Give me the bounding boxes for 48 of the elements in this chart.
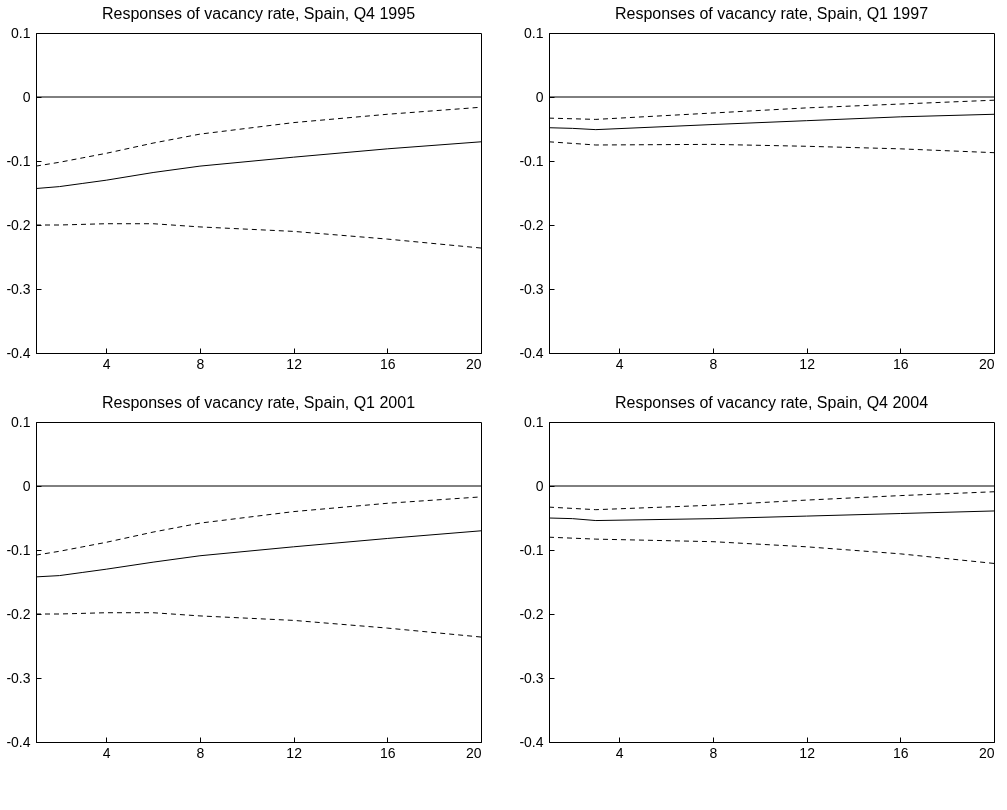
x-tick-label: 8 <box>196 744 205 761</box>
x-tick-label: 8 <box>709 744 718 761</box>
y-tick-label: -0.2 <box>519 605 544 622</box>
y-tick-label: 0.1 <box>11 24 31 41</box>
y-tick-label: 0.1 <box>524 413 544 430</box>
x-tick-label: 12 <box>799 355 816 372</box>
y-tick-label: -0.2 <box>6 216 31 233</box>
x-tick-label: 20 <box>465 355 482 372</box>
x-tick-label: 16 <box>893 744 909 761</box>
chart-title: Responses of vacancy rate, Spain, Q1 2001 <box>101 394 416 411</box>
y-tick-label: 0 <box>22 88 31 105</box>
x-tick-label: 16 <box>893 355 909 372</box>
x-tick-label: 8 <box>196 355 205 372</box>
y-tick-label: 0 <box>535 88 544 105</box>
x-tick-label: 4 <box>615 744 624 761</box>
x-tick-label: 8 <box>709 355 718 372</box>
chart-title: Responses of vacancy rate, Spain, Q4 1995 <box>101 5 416 22</box>
y-tick-label: -0.1 <box>519 152 544 169</box>
y-tick-label: -0.2 <box>6 605 31 622</box>
y-tick-label: -0.4 <box>6 344 31 361</box>
y-tick-label: 0 <box>535 477 544 494</box>
y-tick-label: -0.3 <box>519 669 544 686</box>
y-tick-label: -0.4 <box>6 733 31 750</box>
x-tick-label: 4 <box>102 355 111 372</box>
y-tick-label: -0.1 <box>6 541 31 558</box>
y-tick-label: -0.3 <box>519 280 544 297</box>
x-tick-label: 12 <box>799 744 816 761</box>
x-tick-label: 4 <box>102 744 111 761</box>
y-tick-label: -0.3 <box>6 280 31 297</box>
x-tick-label: 12 <box>286 355 303 372</box>
x-tick-label: 12 <box>286 744 303 761</box>
y-tick-label: -0.1 <box>519 541 544 558</box>
y-tick-label: -0.2 <box>519 216 544 233</box>
x-tick-label: 20 <box>978 355 995 372</box>
x-tick-label: 16 <box>380 744 396 761</box>
x-tick-label: 16 <box>380 355 396 372</box>
y-tick-label: 0 <box>22 477 31 494</box>
x-tick-label: 20 <box>978 744 995 761</box>
chart-title: Responses of vacancy rate, Spain, Q1 1997 <box>614 5 929 22</box>
y-tick-label: -0.4 <box>519 733 544 750</box>
y-tick-label: -0.3 <box>6 669 31 686</box>
y-tick-label: -0.1 <box>6 152 31 169</box>
y-tick-label: 0.1 <box>524 24 544 41</box>
y-tick-label: 0.1 <box>11 413 31 430</box>
y-tick-label: -0.4 <box>519 344 544 361</box>
chart-title: Responses of vacancy rate, Spain, Q4 2004 <box>614 394 929 411</box>
x-tick-label: 4 <box>615 355 624 372</box>
x-tick-label: 20 <box>465 744 482 761</box>
